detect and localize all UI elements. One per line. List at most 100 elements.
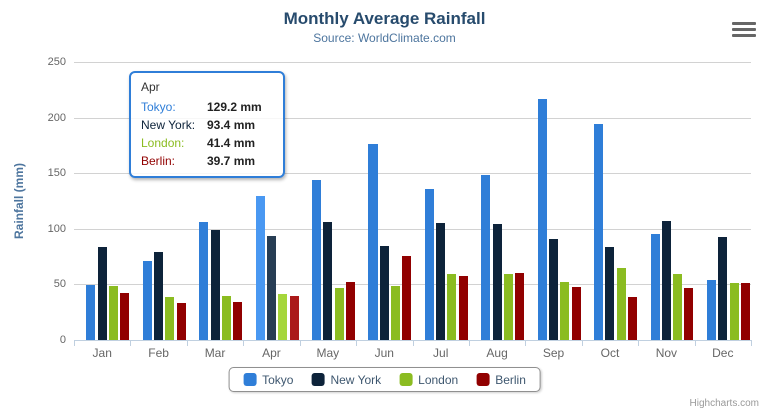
- x-axis-label-aug: Aug: [486, 346, 508, 360]
- legend-item-berlin[interactable]: Berlin: [476, 373, 526, 387]
- gridline-50: [74, 284, 751, 286]
- bar-tokyo-may[interactable]: [312, 179, 322, 340]
- x-axis-tick: [525, 340, 527, 346]
- bar-tokyo-oct[interactable]: [594, 124, 604, 340]
- x-axis-label-dec: Dec: [712, 346, 734, 360]
- bar-new-york-feb[interactable]: [154, 252, 164, 340]
- legend-label: New York: [330, 372, 382, 387]
- legend-item-tokyo[interactable]: Tokyo: [243, 373, 293, 387]
- x-axis-tick: [299, 340, 301, 346]
- bar-tokyo-mar[interactable]: [199, 221, 209, 340]
- bar-new-york-may[interactable]: [323, 222, 333, 340]
- legend-marker-icon: [243, 373, 257, 386]
- gridline-150: [74, 173, 751, 175]
- bar-london-aug[interactable]: [503, 273, 513, 340]
- legend: Tokyo New York London Berlin: [228, 367, 541, 392]
- x-axis-tick: [74, 340, 75, 346]
- chart-title: Monthly Average Rainfall: [283, 9, 486, 28]
- bar-london-sep[interactable]: [560, 281, 570, 340]
- bar-new-york-dec[interactable]: [718, 237, 728, 340]
- bar-berlin-oct[interactable]: [628, 296, 638, 340]
- x-axis-tick: [243, 340, 245, 346]
- bar-new-york-nov[interactable]: [661, 221, 671, 340]
- bar-london-apr[interactable]: [278, 293, 288, 340]
- tooltip-series-value: 129.2 mm: [207, 100, 262, 114]
- bar-berlin-dec[interactable]: [740, 283, 750, 340]
- bar-berlin-jan[interactable]: [120, 292, 130, 340]
- legend-marker-icon: [399, 373, 413, 386]
- hamburger-menu-icon[interactable]: [732, 22, 756, 39]
- bar-new-york-oct[interactable]: [605, 247, 615, 340]
- bar-tokyo-jul[interactable]: [424, 189, 434, 340]
- chart-subtitle: Source: WorldClimate.com: [313, 31, 456, 45]
- bar-london-jan[interactable]: [108, 285, 118, 340]
- bar-berlin-aug[interactable]: [515, 272, 525, 340]
- bar-tokyo-dec[interactable]: [706, 279, 716, 340]
- bar-berlin-mar[interactable]: [233, 301, 243, 340]
- x-axis-label-may: May: [316, 346, 340, 360]
- x-axis-tick: [581, 340, 583, 346]
- tooltip-rows: Tokyo: 129.2 mm New York: 93.4 mm London: 41.…: [141, 100, 273, 168]
- x-axis-tick: [751, 340, 752, 346]
- bar-tokyo-aug[interactable]: [481, 174, 491, 340]
- y-axis-label-150: 150: [47, 167, 66, 180]
- bar-berlin-nov[interactable]: [684, 287, 694, 340]
- bar-berlin-may[interactable]: [345, 281, 355, 340]
- x-axis-label-feb: Feb: [148, 346, 169, 360]
- x-axis-tick: [694, 340, 696, 346]
- bar-london-feb[interactable]: [165, 296, 175, 340]
- y-axis-label-100: 100: [47, 222, 66, 235]
- bar-new-york-mar[interactable]: [210, 230, 220, 340]
- tooltip-header: Apr: [141, 80, 160, 94]
- bar-new-york-jun[interactable]: [379, 246, 389, 340]
- bar-london-jun[interactable]: [391, 286, 401, 340]
- bar-berlin-sep[interactable]: [571, 287, 581, 340]
- x-axis-label-sep: Sep: [542, 346, 565, 360]
- x-axis-label-apr: Apr: [262, 346, 281, 360]
- x-axis-tick: [412, 340, 414, 346]
- bar-london-nov[interactable]: [673, 274, 683, 340]
- tooltip: Apr Tokyo: 129.2 mm New York: 93.4 mm London…: [129, 71, 285, 178]
- bar-berlin-apr[interactable]: [289, 295, 299, 340]
- highcharts-credits[interactable]: Highcharts.com: [689, 398, 759, 409]
- y-axis-label-0: 0: [59, 334, 66, 346]
- bar-london-jul[interactable]: [447, 274, 457, 340]
- x-axis-label-nov: Nov: [655, 346, 678, 360]
- x-axis-tick: [356, 340, 358, 346]
- x-axis-label-jun: Jun: [374, 346, 394, 360]
- bar-new-york-apr[interactable]: [266, 236, 276, 340]
- legend-item-new-york[interactable]: New York: [311, 373, 381, 387]
- gridline-100: [74, 228, 751, 230]
- hamburger-bar: [732, 28, 756, 31]
- bar-berlin-jul[interactable]: [458, 276, 468, 340]
- bar-tokyo-nov[interactable]: [650, 233, 660, 340]
- y-axis-label-250: 250: [47, 56, 66, 68]
- y-axis-label-200: 200: [47, 111, 66, 124]
- bar-new-york-sep[interactable]: [549, 238, 559, 340]
- tooltip-series-name: London:: [141, 136, 185, 150]
- tooltip-series-name: Tokyo:: [141, 100, 176, 114]
- bar-tokyo-feb[interactable]: [142, 260, 152, 340]
- bar-tokyo-sep[interactable]: [537, 99, 547, 340]
- gridline-250: [74, 62, 751, 63]
- bar-berlin-jun[interactable]: [402, 256, 412, 340]
- x-axis-label-oct: Oct: [600, 346, 620, 360]
- bar-london-dec[interactable]: [729, 283, 739, 340]
- bar-london-oct[interactable]: [616, 267, 626, 340]
- bar-new-york-aug[interactable]: [492, 224, 502, 340]
- bar-london-may[interactable]: [334, 287, 344, 340]
- bar-new-york-jul[interactable]: [436, 223, 446, 340]
- bar-tokyo-jan[interactable]: [86, 284, 96, 340]
- bar-new-york-jan[interactable]: [97, 247, 107, 340]
- bar-tokyo-jun[interactable]: [368, 144, 378, 340]
- tooltip-series-value: 41.4 mm: [207, 136, 256, 150]
- bar-berlin-feb[interactable]: [176, 303, 186, 340]
- bar-tokyo-apr[interactable]: [255, 196, 265, 340]
- legend-item-london[interactable]: London: [399, 373, 458, 387]
- legend-label: Berlin: [495, 372, 526, 387]
- plot-area: [74, 62, 751, 340]
- tooltip-series-value: 39.7 mm: [207, 154, 256, 168]
- bar-london-mar[interactable]: [221, 296, 231, 340]
- tooltip-series-name: Berlin:: [141, 154, 176, 168]
